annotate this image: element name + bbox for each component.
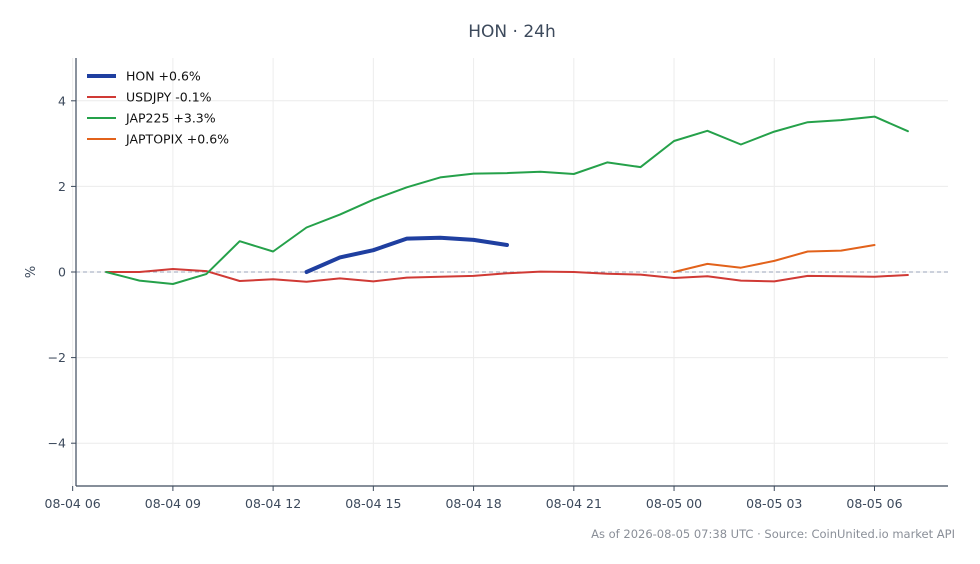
legend-entry-3: JAP225 +3.3% [125,111,216,126]
series-line-2 [105,268,909,283]
y-tick-label: 4 [58,93,66,108]
x-tick-label: 08-04 15 [345,496,401,511]
series-line-1 [304,235,509,274]
x-tick-label: 08-05 03 [746,496,802,511]
footer-source: As of 2026-08-05 07:38 UTC · Source: Coi… [591,527,955,541]
x-tick-label: 08-04 18 [445,496,501,511]
x-tick-label: 08-05 00 [646,496,702,511]
x-tick-label: 08-04 06 [45,496,101,511]
series-line-3 [105,115,909,285]
legend-entry-4: JAPTOPIX +0.6% [125,132,229,147]
series-lines [105,115,909,285]
x-tick-label: 08-05 06 [846,496,902,511]
chart-title: HON · 24h [468,22,556,42]
x-tick-label: 08-04 12 [245,496,301,511]
legend-entry-1: HON +0.6% [126,69,201,84]
y-tick-label: 0 [58,265,66,280]
y-tick-label: 2 [58,179,66,194]
legend: HON +0.6% USDJPY -0.1% JAP225 +3.3% JAPTOPI… [87,69,229,147]
y-tick-label: −2 [48,350,66,365]
axes: 08-04 06 08-04 09 08-04 12 08-04 15 08-04 18… [45,58,948,511]
legend-entry-2: USDJPY -0.1% [126,90,212,105]
y-axis-label: % [24,266,39,278]
y-tick-label: −4 [48,436,66,451]
x-tick-label: 08-04 09 [145,496,201,511]
x-tick-label: 08-04 21 [546,496,602,511]
series-line-4 [673,244,876,273]
